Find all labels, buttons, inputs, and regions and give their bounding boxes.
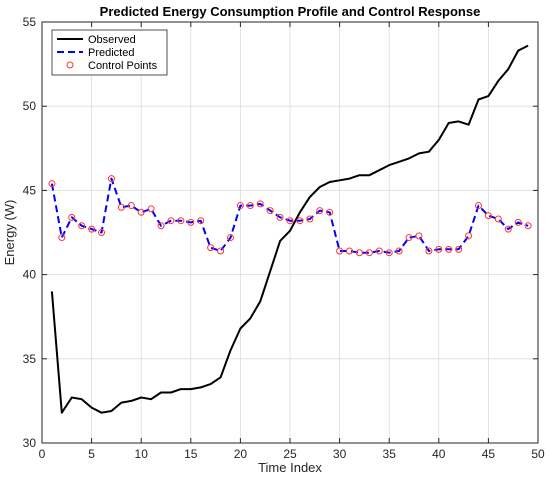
control-points-point bbox=[256, 200, 264, 208]
control-points-point bbox=[48, 180, 56, 188]
x-tick-label: 25 bbox=[283, 447, 297, 461]
grid-lines bbox=[41, 21, 539, 444]
control-points-point bbox=[395, 247, 403, 255]
legend-label-observed: Observed bbox=[88, 34, 136, 46]
control-points-point bbox=[147, 205, 155, 213]
control-points-point bbox=[107, 175, 115, 183]
chart-title: Predicted Energy Consumption Profile and… bbox=[100, 4, 481, 19]
control-points-point bbox=[78, 222, 86, 230]
x-tick-label: 50 bbox=[531, 447, 545, 461]
x-tick-label: 5 bbox=[88, 447, 95, 461]
control-points-point bbox=[524, 222, 532, 230]
control-points-point bbox=[127, 202, 135, 210]
x-tick-label: 40 bbox=[432, 447, 446, 461]
observed-line bbox=[50, 44, 529, 414]
legend-label-predicted: Predicted bbox=[88, 47, 134, 59]
control-points-point bbox=[98, 229, 106, 236]
axis-ticks: 0 5 10 15 20 25 30 35 40 45 50 30 35 40 45 50 55 bbox=[23, 15, 545, 461]
predicted-line bbox=[50, 177, 529, 254]
control-points-point bbox=[425, 247, 433, 255]
control-points-point bbox=[226, 234, 234, 242]
y-axis-label: Energy (W) bbox=[2, 200, 17, 266]
control-points-point bbox=[385, 249, 393, 257]
control-points-point bbox=[455, 245, 463, 253]
control-points-point bbox=[306, 215, 314, 223]
control-points-point bbox=[167, 217, 175, 225]
control-points-point bbox=[88, 225, 96, 233]
control-points-point bbox=[445, 245, 453, 253]
x-tick-label: 45 bbox=[482, 447, 496, 461]
control-points-point bbox=[336, 247, 344, 255]
control-points-point bbox=[296, 217, 304, 225]
x-tick-label: 10 bbox=[135, 447, 149, 461]
control-points-point bbox=[217, 247, 225, 255]
x-tick-label: 20 bbox=[234, 447, 248, 461]
control-points-point bbox=[276, 213, 284, 221]
control-points-point bbox=[365, 249, 373, 257]
control-points-point bbox=[58, 234, 66, 242]
control-points-point bbox=[435, 245, 443, 253]
x-tick-label: 15 bbox=[184, 447, 198, 461]
control-points-point bbox=[197, 217, 205, 225]
control-points-point bbox=[187, 218, 195, 226]
control-points-point bbox=[266, 207, 274, 215]
control-points-point bbox=[484, 212, 492, 220]
control-points-point bbox=[474, 202, 482, 210]
control-points-point bbox=[375, 247, 383, 255]
y-tick-label: 40 bbox=[23, 268, 37, 282]
y-tick-label: 45 bbox=[23, 183, 37, 197]
y-tick-label: 55 bbox=[23, 15, 37, 29]
legend-marker-control-points bbox=[66, 61, 74, 69]
control-points-point bbox=[465, 232, 473, 240]
y-tick-label: 30 bbox=[23, 436, 37, 450]
control-points-point bbox=[207, 244, 215, 252]
legend-label-control-points: Control Points bbox=[88, 60, 158, 72]
control-points-point bbox=[504, 225, 512, 233]
control-points-point bbox=[494, 215, 502, 223]
x-tick-label: 30 bbox=[333, 447, 347, 461]
control-points-point bbox=[157, 222, 165, 230]
control-points-point bbox=[346, 247, 354, 255]
x-tick-label: 35 bbox=[383, 447, 397, 461]
control-points-point bbox=[405, 234, 413, 242]
control-points-point bbox=[355, 249, 363, 257]
control-points-point bbox=[117, 203, 125, 211]
control-points-point bbox=[316, 207, 324, 215]
control-points-point bbox=[177, 217, 185, 225]
control-points-point bbox=[326, 208, 334, 216]
x-tick-label: 0 bbox=[39, 447, 46, 461]
x-axis-label: Time Index bbox=[258, 460, 322, 475]
control-points-point bbox=[68, 213, 76, 221]
y-tick-label: 35 bbox=[23, 352, 37, 366]
control-points-point bbox=[415, 232, 423, 240]
control-points-point bbox=[137, 208, 145, 216]
control-points-point bbox=[236, 202, 244, 210]
control-points-point bbox=[286, 217, 294, 225]
control-points-point bbox=[514, 218, 522, 226]
y-tick-label: 50 bbox=[23, 99, 37, 113]
control-points-point bbox=[246, 202, 254, 210]
series-layer bbox=[48, 44, 532, 414]
